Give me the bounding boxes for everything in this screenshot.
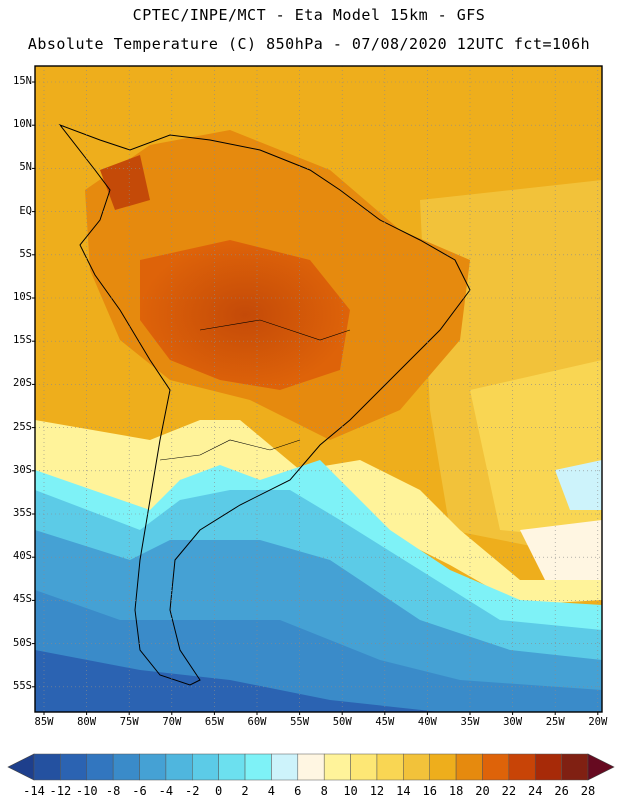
lon-label-45w: 45W [375, 716, 395, 728]
colorbar-label: -14 [23, 784, 45, 798]
lat-label-20s: 20S [13, 377, 32, 390]
colorbar-box [403, 753, 430, 781]
lat-label-35s: 35S [13, 507, 32, 519]
colorbar-label: 10 [343, 784, 358, 798]
colorbar-label: -10 [75, 784, 98, 798]
colorbar-box [244, 753, 272, 781]
lat-label-40s: 40S [13, 550, 32, 563]
lon-label-25w: 25W [545, 716, 565, 728]
colorbar-box [271, 753, 299, 781]
colorbar-box [323, 753, 351, 781]
colorbar-label: 12 [369, 784, 385, 798]
lon-label-35w: 35W [460, 716, 480, 728]
colorbar-box [139, 753, 167, 781]
colorbar-box [508, 753, 536, 781]
lat-label-25s: 25S [13, 420, 32, 433]
colorbar-label: -8 [105, 784, 121, 798]
lat-label-45s: 45S [13, 593, 32, 606]
colorbar-box [192, 753, 219, 781]
colorbar-max-arrow [587, 753, 615, 781]
colorbar-label: 16 [422, 784, 437, 798]
colorbar-box [60, 753, 88, 781]
colorbar-label: 22 [501, 784, 517, 798]
lon-label-60w: 60W [247, 716, 267, 728]
colorbar-box [86, 753, 114, 781]
colorbar-label: 4 [267, 784, 276, 798]
colorbar-label: 6 [294, 784, 302, 798]
colorbar-label: -4 [158, 784, 174, 798]
lon-label-70w: 70W [162, 716, 182, 728]
colorbar-box [350, 753, 378, 781]
colorbar-box [33, 753, 61, 781]
colorbar-label: -6 [132, 784, 147, 798]
colorbar-label: 18 [448, 784, 464, 798]
colorbar-label: 2 [241, 784, 249, 798]
colorbar-box [112, 753, 140, 781]
lat-label-5s: 5S [19, 247, 32, 260]
lat-label-55s: 55S [13, 679, 32, 692]
lon-label-65w: 65W [204, 716, 224, 728]
colorbar-box [429, 753, 457, 781]
map-gridlines [35, 66, 602, 712]
colorbar-label: 20 [475, 784, 490, 798]
colorbar-label: -12 [49, 784, 72, 798]
lon-label-50w: 50W [332, 716, 352, 728]
map-frame [34, 65, 603, 713]
lat-label-30s: 30S [13, 463, 32, 476]
temperature-colorbar [7, 753, 615, 781]
colorbar-box [376, 753, 404, 781]
map-title-line1: CPTEC/INPE/MCT - Eta Model 15km - GFS [132, 6, 486, 24]
lat-label-eq: EQ [19, 204, 32, 217]
colorbar-label: -2 [185, 784, 200, 798]
lat-label-10s: 10S [13, 291, 32, 303]
lon-label-75w: 75W [119, 716, 139, 728]
lat-label-15n: 15N [13, 75, 32, 87]
colorbar-box [455, 753, 483, 781]
temperature-field [35, 66, 602, 712]
colorbar-box [561, 753, 589, 781]
colorbar-box [534, 753, 562, 781]
lat-label-10n: 10N [13, 118, 32, 131]
lon-label-80w: 80W [77, 716, 97, 728]
colorbar-box [482, 753, 510, 781]
lon-label-55w: 55W [290, 716, 310, 728]
lat-label-15s: 15S [13, 334, 32, 347]
lon-label-20w: 20W [588, 716, 608, 728]
colorbar-box [297, 753, 325, 781]
colorbar-label: 28 [580, 784, 596, 798]
lon-label-40w: 40W [417, 716, 437, 728]
colorbar-box [218, 753, 246, 781]
map-title-line2: Absolute Temperature (C) 850hPa - 07/08/… [27, 35, 591, 53]
colorbar-label: 14 [396, 784, 411, 798]
colorbar-label: 0 [215, 784, 223, 798]
colorbar-label: 24 [528, 784, 543, 798]
lon-label-30w: 30W [503, 716, 523, 728]
colorbar-min-arrow [7, 753, 35, 781]
colorbar-label: 8 [320, 784, 328, 798]
temperature-map [32, 65, 603, 715]
lat-label-5n: 5N [19, 161, 32, 174]
colorbar-box [165, 753, 193, 781]
lat-label-50s: 50S [13, 636, 32, 649]
colorbar-label: 26 [554, 784, 569, 798]
lon-label-85w: 85W [34, 716, 54, 728]
